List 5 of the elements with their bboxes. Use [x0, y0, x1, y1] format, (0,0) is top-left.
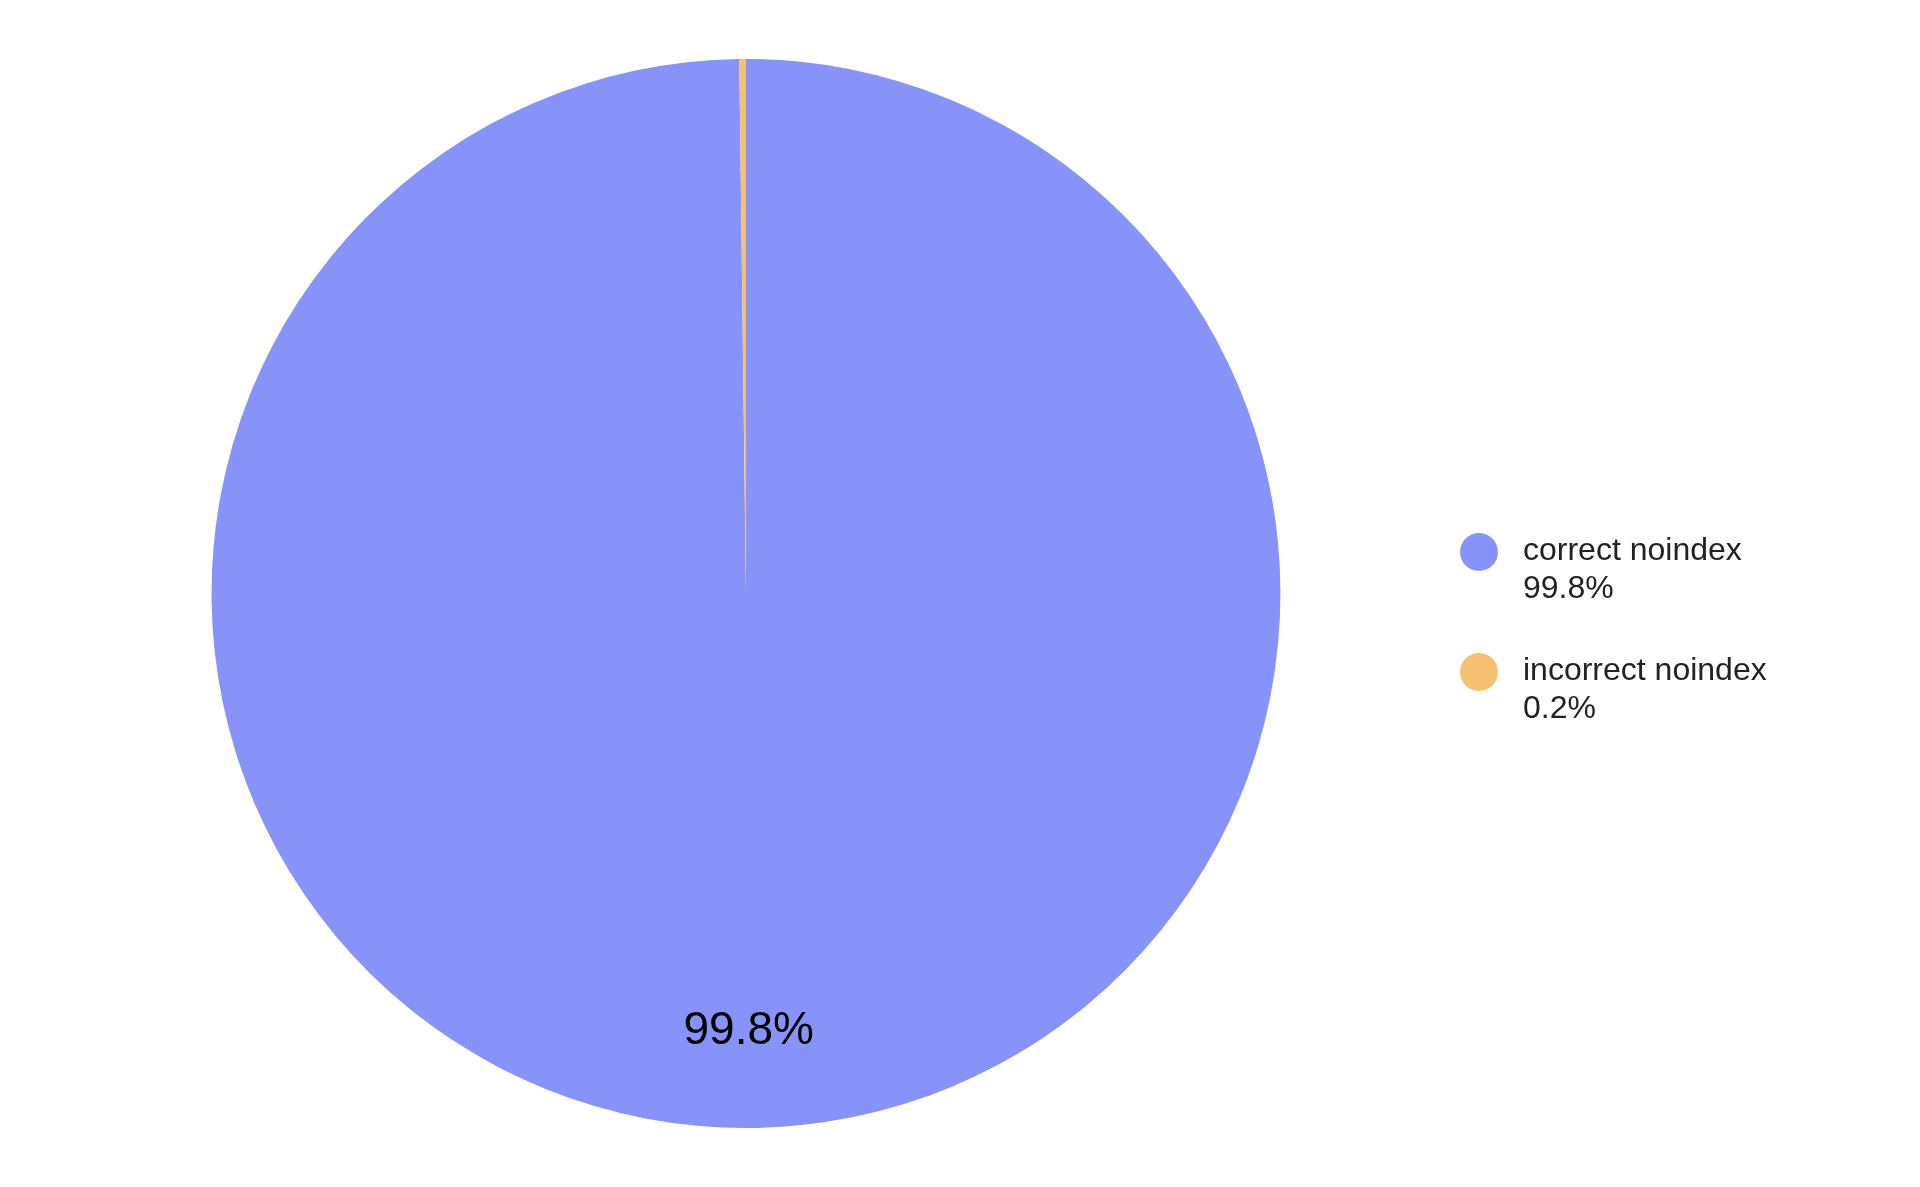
data-label: 0.2%: [1523, 688, 1597, 726]
text: 99.8%: [1523, 569, 1614, 605]
legend-label: incorrect noindex: [1523, 650, 1767, 688]
data-label: 99.8%: [683, 1002, 814, 1055]
legend-label: correct noindex: [1523, 530, 1743, 568]
